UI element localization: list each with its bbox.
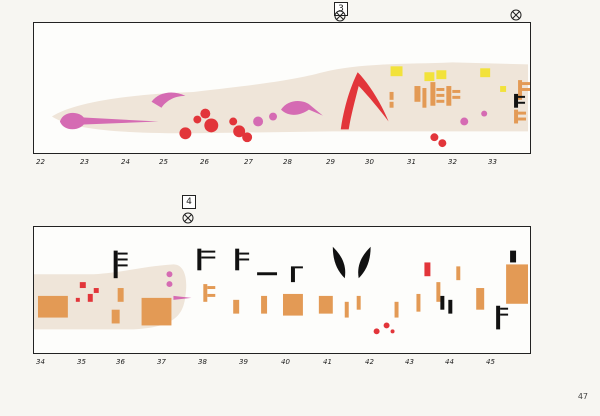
ruler-label: 23 <box>80 158 89 166</box>
measure-ruler-4: 34 35 36 37 38 39 40 41 42 43 44 45 <box>33 358 531 372</box>
ruler-label: 45 <box>486 358 495 366</box>
ruler-label: 36 <box>116 358 125 366</box>
ruler-label: 34 <box>36 358 45 366</box>
ruler-label: 44 <box>445 358 454 366</box>
page-number: 47 <box>577 392 588 401</box>
ruler-label: 26 <box>200 158 209 166</box>
ruler-label: 33 <box>488 158 497 166</box>
ruler-label: 40 <box>281 358 290 366</box>
crossed-circle-icon <box>510 9 522 21</box>
ruler-label: 43 <box>405 358 414 366</box>
measure-ruler-3: 22 23 24 25 26 27 28 29 30 31 32 33 <box>33 158 531 172</box>
score-system-3 <box>33 22 531 154</box>
ruler-label: 24 <box>121 158 130 166</box>
background-band <box>51 62 529 134</box>
black-clusters <box>514 93 526 108</box>
ruler-label: 38 <box>198 358 207 366</box>
crossed-circle-icon <box>334 10 346 22</box>
ruler-label: 28 <box>283 158 292 166</box>
ruler-label: 39 <box>239 358 248 366</box>
ruler-label: 30 <box>365 158 374 166</box>
ruler-label: 42 <box>365 358 374 366</box>
orange-clusters <box>389 80 530 124</box>
crossed-circle-icon <box>182 212 194 224</box>
ruler-label: 35 <box>77 358 86 366</box>
ruler-label: 32 <box>448 158 457 166</box>
score-system-4 <box>33 226 531 354</box>
ruler-label: 37 <box>157 358 166 366</box>
ruler-label: 41 <box>323 358 332 366</box>
red-dots <box>179 108 447 148</box>
black-clusters <box>113 246 517 330</box>
magenta-gestures <box>59 92 488 130</box>
yellow-blocks <box>390 66 507 92</box>
red-curve <box>340 72 389 130</box>
ruler-label: 31 <box>407 158 416 166</box>
ruler-label: 25 <box>159 158 168 166</box>
orange-clusters <box>37 264 529 326</box>
section-number-4: 4 <box>182 195 196 209</box>
ruler-label: 29 <box>326 158 335 166</box>
red-marks <box>75 262 431 335</box>
magenta-marks <box>166 271 192 300</box>
ruler-label: 27 <box>244 158 253 166</box>
ruler-label: 22 <box>36 158 45 166</box>
